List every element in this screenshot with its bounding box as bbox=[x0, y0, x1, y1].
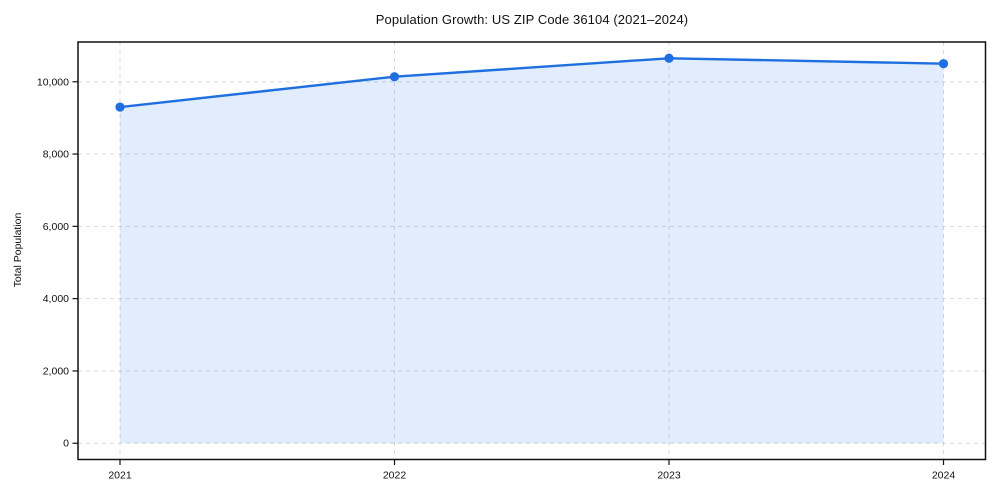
chart-title: Population Growth: US ZIP Code 36104 (20… bbox=[375, 12, 689, 27]
y-tick-label: 8,000 bbox=[43, 149, 69, 161]
data-point-2023 bbox=[664, 53, 674, 63]
x-tick-label: 2023 bbox=[657, 470, 681, 482]
y-tick-label: 0 bbox=[63, 438, 69, 450]
y-tick-label: 6,000 bbox=[43, 221, 69, 233]
x-tick-labels: 2021 2022 2023 2024 bbox=[108, 470, 955, 482]
x-tick-label: 2021 bbox=[108, 470, 132, 482]
plot-border bbox=[77, 41, 987, 461]
y-tick-label: 2,000 bbox=[43, 365, 69, 377]
y-tick-label: 10,000 bbox=[37, 76, 69, 88]
x-tick-label: 2024 bbox=[932, 470, 956, 482]
data-point-2024 bbox=[938, 59, 949, 69]
gridlines bbox=[78, 42, 986, 460]
data-point-2022 bbox=[389, 72, 400, 82]
y-tick-label: 4,000 bbox=[43, 293, 69, 305]
y-tick-labels: 0 2,000 4,000 6,000 8,000 10,000 bbox=[37, 76, 69, 449]
axis-tick-marks bbox=[72, 81, 945, 465]
data-point-markers bbox=[115, 53, 949, 112]
area-fill bbox=[120, 58, 944, 444]
data-point-2021 bbox=[115, 102, 125, 112]
line-series bbox=[118, 57, 945, 109]
x-tick-label: 2022 bbox=[383, 470, 407, 482]
